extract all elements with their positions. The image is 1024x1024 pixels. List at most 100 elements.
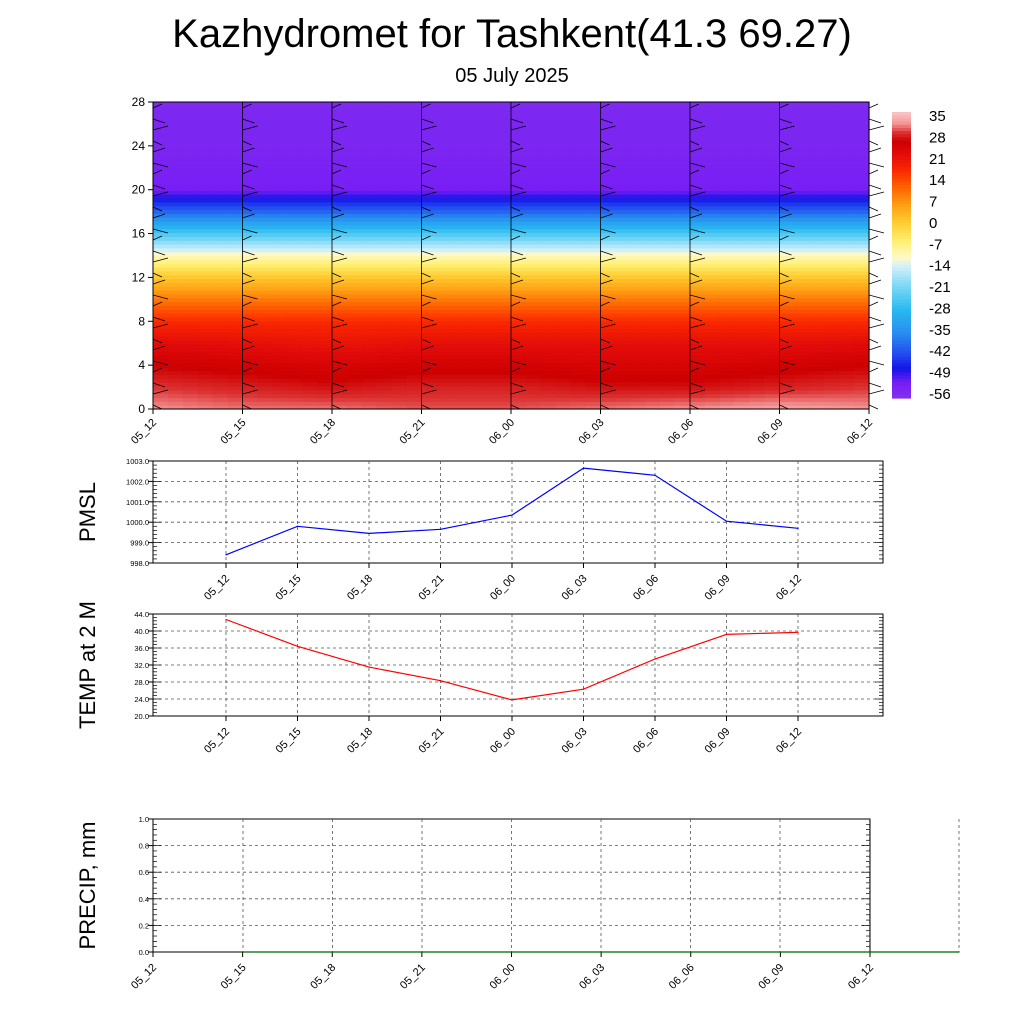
heatmap-cell bbox=[287, 274, 303, 280]
heatmap-cell bbox=[182, 359, 199, 364]
heatmap-cell bbox=[645, 182, 661, 188]
heatmap-cell bbox=[734, 290, 751, 295]
heatmap-cell bbox=[704, 305, 721, 310]
heatmap-cell bbox=[272, 309, 288, 314]
heatmap-cell bbox=[660, 247, 676, 253]
heatmap-cell bbox=[153, 125, 169, 130]
heatmap-cell bbox=[824, 274, 840, 280]
heatmap-cell bbox=[376, 243, 393, 249]
heatmap-cell bbox=[436, 393, 452, 399]
heatmap-cell bbox=[511, 140, 527, 145]
wind-barb-flag bbox=[868, 228, 885, 234]
heatmap-cell bbox=[272, 389, 288, 395]
heatmap-cell bbox=[406, 359, 423, 364]
heatmap-cell bbox=[197, 213, 214, 218]
heatmap-cell bbox=[153, 140, 169, 145]
heatmap-cell bbox=[794, 197, 810, 203]
heatmap-cell bbox=[376, 159, 393, 164]
heatmap-cell bbox=[272, 132, 288, 138]
heatmap-cell bbox=[197, 132, 214, 138]
heatmap-cell bbox=[511, 382, 527, 387]
heatmap-cell bbox=[645, 113, 661, 118]
heatmap-cell bbox=[630, 121, 646, 126]
heatmap-cell bbox=[585, 347, 602, 353]
heatmap-cell bbox=[153, 332, 169, 337]
heatmap-cell bbox=[376, 121, 393, 126]
colorbar-band bbox=[892, 143, 911, 148]
heatmap-cell bbox=[749, 178, 766, 184]
heatmap-cell bbox=[570, 132, 587, 138]
heatmap-cell bbox=[749, 209, 766, 214]
heatmap-cell bbox=[376, 109, 393, 115]
heatmap-cell bbox=[734, 121, 751, 126]
heatmap-cell bbox=[585, 320, 602, 326]
heatmap-cell bbox=[839, 320, 855, 326]
heatmap-cell bbox=[764, 213, 781, 218]
wind-barb-flag bbox=[152, 404, 163, 410]
heatmap-cell bbox=[376, 316, 393, 322]
heatmap-cell bbox=[719, 385, 736, 391]
heatmap-cell bbox=[391, 274, 408, 280]
y-axis-label: PMSL bbox=[75, 482, 100, 542]
heatmap-cell bbox=[302, 194, 318, 199]
wind-barb-flag bbox=[779, 338, 789, 344]
heatmap-cell bbox=[734, 282, 751, 287]
heatmap-cell bbox=[421, 247, 438, 253]
heatmap-cell bbox=[749, 374, 766, 379]
wind-barb-flag bbox=[242, 103, 252, 109]
heatmap-cell bbox=[615, 174, 631, 180]
heatmap-cell bbox=[332, 186, 348, 191]
heatmap-cell bbox=[451, 370, 467, 376]
heatmap-cell bbox=[346, 190, 363, 195]
heatmap-cell bbox=[317, 290, 333, 295]
heatmap-cell bbox=[182, 309, 199, 314]
heatmap-cell bbox=[764, 313, 781, 318]
heatmap-cell bbox=[496, 347, 512, 353]
heatmap-cell bbox=[630, 205, 646, 211]
heatmap-cell bbox=[794, 278, 810, 283]
heatmap-cell bbox=[540, 117, 557, 122]
heatmap-cell bbox=[242, 274, 259, 280]
heatmap-cell bbox=[361, 320, 378, 326]
wind-barb-flag bbox=[868, 147, 882, 153]
heatmap-cell bbox=[227, 405, 244, 410]
heatmap-cell bbox=[376, 297, 393, 303]
heatmap-cell bbox=[779, 155, 796, 161]
heatmap-cell bbox=[764, 278, 781, 283]
heatmap-cell bbox=[212, 374, 229, 379]
heatmap-cell bbox=[525, 194, 542, 199]
heatmap-cell bbox=[406, 209, 423, 214]
wind-barb-flag bbox=[331, 360, 348, 366]
heatmap-cell bbox=[839, 236, 855, 241]
heatmap-cell bbox=[242, 117, 259, 122]
heatmap-cell bbox=[272, 385, 288, 391]
heatmap-cell bbox=[585, 243, 602, 249]
heatmap-cell bbox=[660, 159, 676, 164]
heatmap-cell bbox=[257, 197, 273, 203]
heatmap-cell bbox=[764, 105, 781, 111]
heatmap-cell bbox=[346, 121, 363, 126]
heatmap-cell bbox=[376, 374, 393, 379]
heatmap-cell bbox=[809, 209, 825, 214]
heatmap-cell bbox=[242, 405, 259, 410]
heatmap-cell bbox=[719, 362, 736, 368]
heatmap-cell bbox=[272, 328, 288, 333]
wind-barb-flag bbox=[152, 184, 166, 190]
heatmap-cell bbox=[496, 274, 512, 280]
heatmap-cell bbox=[317, 105, 333, 111]
heatmap-cell bbox=[496, 339, 512, 345]
heatmap-cell bbox=[824, 243, 840, 249]
heatmap-cell bbox=[167, 220, 184, 226]
heatmap-cell bbox=[287, 113, 303, 118]
heatmap-cell bbox=[451, 140, 467, 145]
heatmap-cell bbox=[182, 171, 199, 176]
heatmap-cell bbox=[376, 236, 393, 241]
heatmap-cell bbox=[481, 205, 497, 211]
heatmap-cell bbox=[749, 167, 766, 172]
heatmap-cell bbox=[153, 171, 169, 176]
heatmap-cell bbox=[570, 293, 587, 299]
heatmap-cell bbox=[794, 194, 810, 199]
heatmap-cell bbox=[227, 259, 244, 264]
heatmap-cell bbox=[481, 355, 497, 360]
wind-barb-flag bbox=[510, 323, 527, 329]
